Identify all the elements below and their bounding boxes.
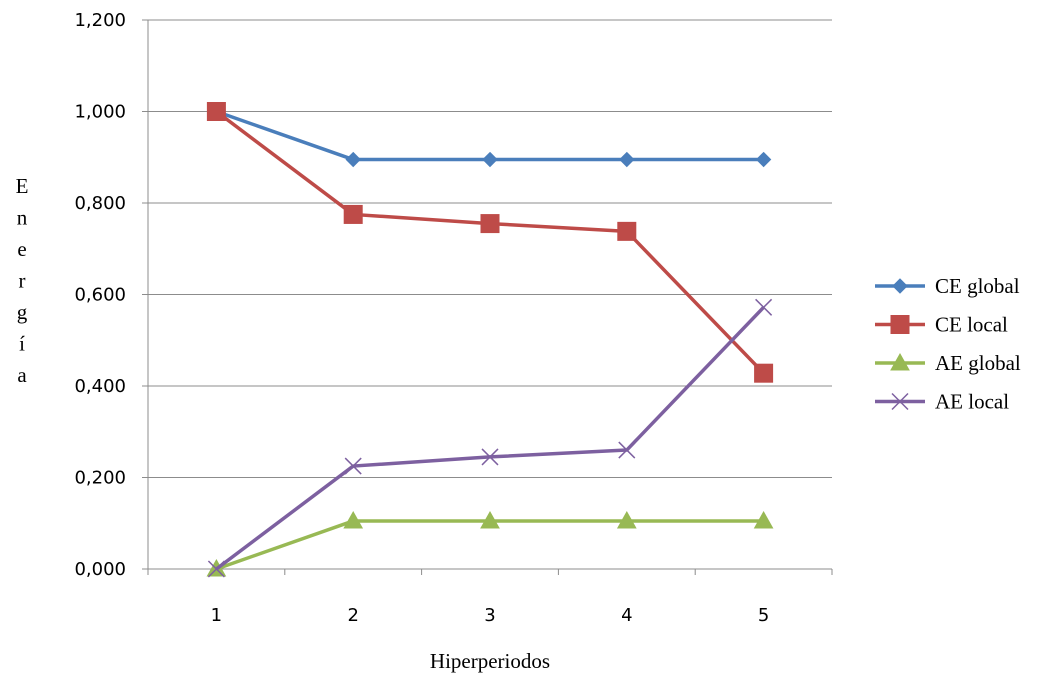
data-point-ae-global: [343, 510, 364, 529]
legend-marker: [891, 392, 909, 411]
x-marker-stroke: [755, 298, 773, 316]
data-point-ae-local: [481, 448, 499, 466]
data-point-ae-global: [480, 510, 500, 529]
y-tick-label: 0,200: [74, 468, 126, 489]
x-tick-label: 5: [758, 605, 769, 626]
y-tick-labels: 0,000 0,200 0,400 0,600 0,800 1,000 1,200: [74, 10, 126, 580]
x-marker-stroke: [344, 457, 362, 475]
y-tick-label: 0,800: [74, 193, 126, 214]
y-axis-title-letter: a: [17, 363, 27, 387]
y-tick-label: 0,400: [74, 376, 126, 397]
series-ae-local: [207, 298, 773, 578]
legend-item-ae-local: AE local: [875, 390, 1009, 414]
legend-marker: [890, 315, 910, 334]
x-tick-labels: 1 2 3 4 5: [211, 605, 770, 626]
x-tick-label: 1: [211, 605, 222, 626]
x-tick-label: 2: [347, 605, 358, 626]
y-axis-title-letter: e: [17, 237, 26, 261]
legend-label: CE local: [935, 313, 1008, 337]
legend: CE global CE local AE global AE local: [875, 274, 1021, 414]
legend-item-ce-global: CE global: [875, 274, 1020, 298]
x-marker-stroke: [618, 441, 636, 459]
series-group: [206, 102, 774, 578]
y-tick-label: 0,000: [74, 559, 126, 580]
legend-label: CE global: [935, 274, 1020, 298]
legend-item-ce-local: CE local: [875, 313, 1008, 337]
y-tick-label: 1,000: [74, 102, 126, 123]
series-ce-local: [206, 102, 774, 383]
series-ce-global: [208, 103, 772, 168]
data-point-ce-global: [619, 151, 635, 168]
legend-marker: [890, 352, 910, 371]
data-point-ce-local: [480, 214, 500, 234]
gridlines: [148, 19, 832, 478]
y-axis-title-letter: n: [17, 206, 28, 230]
y-axis-title-letter: g: [17, 300, 28, 324]
y-axis-title-letter: r: [19, 269, 26, 293]
series-ae-global: [206, 510, 774, 577]
x-marker-stroke: [207, 560, 225, 578]
data-point-ae-local: [618, 441, 636, 459]
x-marker-stroke: [481, 448, 499, 466]
data-point-ce-global: [755, 151, 772, 168]
legend-item-ae-global: AE global: [875, 351, 1021, 375]
y-axis-title-letter: í: [19, 332, 25, 356]
data-point-ce-global: [482, 151, 498, 168]
legend-marker: [892, 278, 908, 294]
data-point-ce-local: [206, 102, 226, 121]
data-point-ae-local: [344, 457, 362, 475]
data-point-ce-global: [345, 151, 361, 168]
y-tick-label: 1,200: [74, 10, 126, 31]
x-marker-stroke: [891, 392, 909, 411]
data-point-ce-local: [754, 363, 774, 383]
x-tick-label: 4: [621, 605, 632, 626]
axes: [142, 19, 833, 575]
data-point-ce-local: [343, 204, 363, 224]
data-point-ae-local: [207, 560, 225, 578]
data-point-ce-local: [617, 221, 637, 241]
x-axis-title: Hiperperiodos: [430, 649, 550, 673]
data-point-ae-global: [616, 510, 637, 529]
data-point-ae-global: [753, 510, 774, 529]
legend-label: AE local: [935, 390, 1009, 414]
series-line-ce-local: [215, 110, 765, 375]
series-line-ae-local: [215, 306, 765, 571]
legend-label: AE global: [935, 351, 1021, 375]
x-tick-label: 3: [484, 605, 495, 626]
data-point-ae-local: [755, 298, 773, 316]
y-axis-title-letter: E: [16, 174, 29, 198]
y-tick-label: 0,600: [74, 285, 126, 306]
